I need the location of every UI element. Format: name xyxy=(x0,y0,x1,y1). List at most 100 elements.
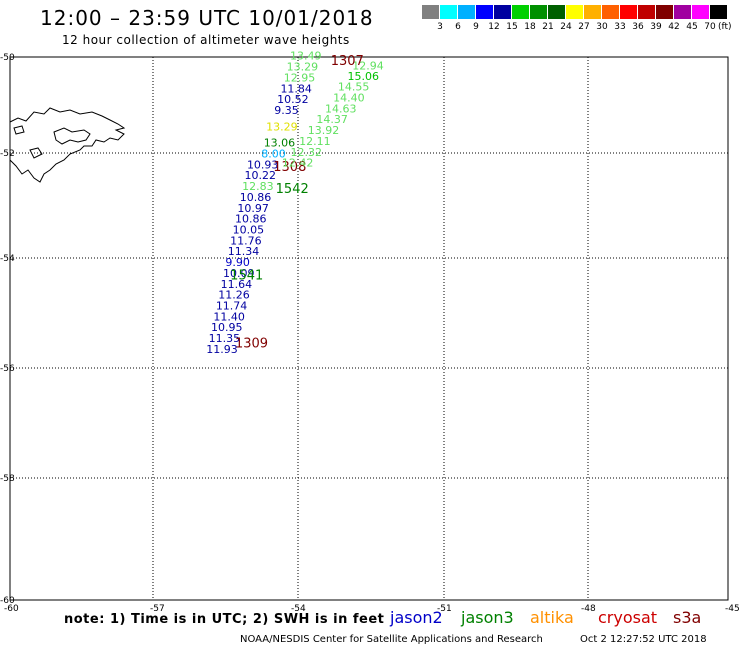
pass-time-label: 1541 xyxy=(230,269,263,284)
legend-swatch xyxy=(656,5,673,19)
swh-value: 10.86 xyxy=(235,213,267,226)
legend-label: 33 xyxy=(614,22,626,32)
swh-value: 13.49 xyxy=(290,50,322,63)
legend-label: 3 xyxy=(437,22,443,32)
swh-value: 12.95 xyxy=(284,71,316,84)
legend-label: 45 xyxy=(686,22,698,32)
legend-label: 9 xyxy=(473,22,479,32)
swh-value: 10.95 xyxy=(211,321,243,334)
lon-axis-labels: -60 -57 -54 -51 -48 -45 xyxy=(4,604,740,614)
swh-value: 13.29 xyxy=(287,61,319,74)
swh-value: 12.42 xyxy=(282,157,314,170)
legend-swatch xyxy=(530,5,547,19)
legend-swatch xyxy=(620,5,637,19)
legend-cryosat: cryosat xyxy=(598,608,658,627)
swh-value: 14.55 xyxy=(338,81,370,94)
swh-value: 13.92 xyxy=(308,124,340,137)
legend-label: 30 xyxy=(596,22,608,32)
footer-source: NOAA/NESDIS Center for Satellite Applica… xyxy=(240,634,543,645)
legend-label: 21 xyxy=(542,22,554,32)
legend-swatch xyxy=(584,5,601,19)
legend-swatch xyxy=(548,5,565,19)
swh-value: 11.26 xyxy=(218,289,250,302)
swh-labels: 13.4913.2912.9511.8410.529.3513.2913.068… xyxy=(206,50,383,356)
lon-label: -45 xyxy=(725,604,740,614)
legend-label: 12 xyxy=(488,22,500,32)
swh-value: 12.32 xyxy=(290,146,322,159)
legend-swatch xyxy=(512,5,529,19)
legend-jason2: jason2 xyxy=(390,608,443,627)
lon-label: -54 xyxy=(291,604,306,614)
legend-swatch xyxy=(638,5,655,19)
page-title: 12:00 – 23:59 UTC 10/01/2018 xyxy=(40,6,374,30)
swh-value: 10.52 xyxy=(277,93,309,106)
swh-value: 12.94 xyxy=(352,59,384,72)
legend-altika: altika xyxy=(530,608,574,627)
legend-swatch xyxy=(692,5,709,19)
swh-value: 11.35 xyxy=(209,332,241,345)
lon-label: -57 xyxy=(150,604,165,614)
legend-unit: (ft) xyxy=(718,22,732,32)
legend-swatch xyxy=(476,5,493,19)
grid xyxy=(10,57,728,600)
swh-value: 11.34 xyxy=(228,245,260,258)
swh-value: 10.97 xyxy=(237,202,269,215)
swh-value: 10.22 xyxy=(245,169,277,182)
swh-value: 14.37 xyxy=(316,113,348,126)
swh-value: 15.06 xyxy=(347,70,379,83)
falkland-islands-coastline xyxy=(9,107,126,183)
swh-value: 10.05 xyxy=(233,223,265,236)
swh-value: 11.64 xyxy=(221,278,253,291)
legend-swatch xyxy=(494,5,511,19)
swh-value: 10.09 xyxy=(223,267,255,280)
swh-value: 11.93 xyxy=(206,343,238,356)
legend-label: 42 xyxy=(668,22,680,32)
swh-value: 13.29 xyxy=(266,120,298,133)
swh-value: 10.93 xyxy=(247,158,279,171)
legend-swatch xyxy=(602,5,619,19)
lat-axis-labels: -50 -52 -54 -56 -58 -60 xyxy=(0,53,15,606)
swh-value: 11.76 xyxy=(230,234,261,247)
pass-time-label: 1309 xyxy=(235,337,268,352)
legend-label: 18 xyxy=(524,22,536,32)
pass-time-label: 1542 xyxy=(276,182,309,197)
plot-frame xyxy=(9,56,729,601)
legend-jason3: jason3 xyxy=(461,608,514,627)
legend-label: 6 xyxy=(455,22,461,32)
lon-label: -60 xyxy=(4,604,19,614)
legend-label: 15 xyxy=(506,22,518,32)
lat-label: -52 xyxy=(0,149,15,159)
lat-label: -54 xyxy=(0,254,15,264)
legend-label: 24 xyxy=(560,22,572,32)
pass-time-label: 1308 xyxy=(273,160,306,175)
lat-label: -50 xyxy=(0,53,15,63)
legend-label: 39 xyxy=(650,22,662,32)
legend-swatch xyxy=(566,5,583,19)
lat-label: -56 xyxy=(0,364,15,374)
lat-label: -58 xyxy=(0,474,15,484)
legend-label: 70 xyxy=(704,22,716,32)
legend-swatch xyxy=(710,5,727,19)
legend-s3a: s3a xyxy=(673,608,702,627)
page-subtitle: 12 hour collection of altimeter wave hei… xyxy=(62,33,350,47)
pass-time-label: 1307 xyxy=(331,54,364,69)
swh-value: 12.11 xyxy=(299,135,331,148)
swh-value: 12.83 xyxy=(242,180,273,193)
lon-label: -48 xyxy=(581,604,596,614)
swh-value: 9.90 xyxy=(225,256,250,269)
swh-value: 9.35 xyxy=(274,104,299,117)
legend-swatch xyxy=(458,5,475,19)
swh-value: 14.40 xyxy=(333,92,365,105)
lat-label: -60 xyxy=(0,596,15,606)
swh-value: 13.06 xyxy=(264,137,296,150)
legend-label: 27 xyxy=(578,22,590,32)
swh-value: 11.74 xyxy=(216,299,248,312)
note-text: note: 1) Time is in UTC; 2) SWH is in fe… xyxy=(64,612,385,627)
swh-value: 11.40 xyxy=(213,310,245,323)
legend-swatch xyxy=(674,5,691,19)
lon-label: -51 xyxy=(437,604,452,614)
swh-value: 11.84 xyxy=(280,82,312,95)
legend-label: 36 xyxy=(632,22,644,32)
footer-timestamp: Oct 2 12:27:52 UTC 2018 xyxy=(580,634,707,645)
